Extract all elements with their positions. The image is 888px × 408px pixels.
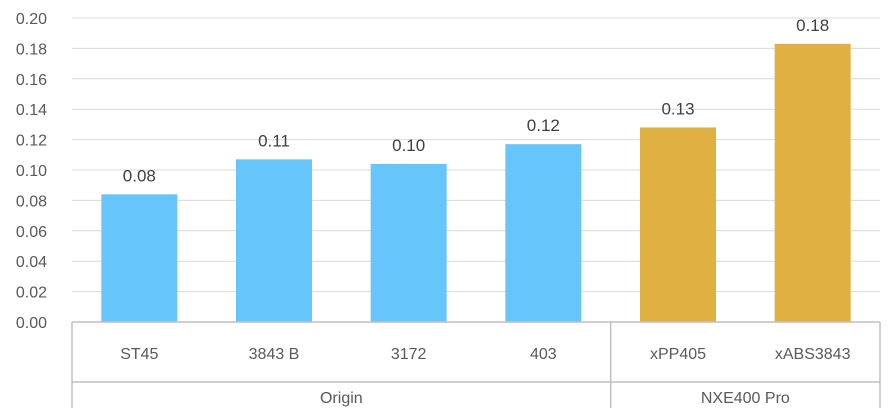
data-label: 0.13 — [661, 99, 694, 118]
y-tick-label: 0.18 — [16, 41, 47, 58]
x-category-label: 3843 B — [249, 346, 300, 363]
y-tick-label: 0.06 — [16, 224, 47, 241]
y-tick-label: 0.20 — [16, 11, 47, 28]
y-axis-ticks: 0.00 0.02 0.04 0.06 0.08 0.10 0.12 0.14 0.16 0.18… — [16, 11, 47, 332]
y-tick-label: 0.00 — [16, 315, 47, 332]
x-category-label: 403 — [530, 346, 557, 363]
y-tick-label: 0.08 — [16, 193, 47, 210]
y-tick-label: 0.12 — [16, 133, 47, 150]
y-tick-label: 0.04 — [16, 254, 47, 271]
bar — [236, 159, 312, 322]
group-label: Origin — [320, 390, 363, 407]
bar — [774, 43, 851, 323]
x-category-label: ST45 — [120, 346, 158, 363]
y-tick-label: 0.02 — [16, 285, 47, 302]
y-tick-label: 0.14 — [16, 102, 47, 119]
x-category-label: xPP405 — [650, 346, 706, 363]
data-label: 0.18 — [796, 16, 829, 35]
data-label: 0.11 — [258, 131, 290, 150]
y-tick-label: 0.16 — [16, 72, 47, 89]
gridlines — [72, 17, 880, 293]
x-category-label: xABS3843 — [775, 346, 851, 363]
x-category-label: 3172 — [391, 346, 427, 363]
bar — [505, 144, 582, 322]
bar — [370, 163, 447, 322]
y-tick-label: 0.10 — [16, 163, 47, 180]
data-label: 0.08 — [123, 166, 156, 185]
bars — [101, 43, 851, 323]
data-label: 0.12 — [527, 116, 560, 135]
x-axis: ST45 3843 B 3172 403 xPP405 xABS3843 Origin NXE… — [71, 321, 881, 408]
data-label: 0.10 — [392, 136, 425, 155]
bar — [640, 127, 716, 322]
data-labels: 0.08 0.11 0.10 0.12 0.13 0.18 — [123, 16, 829, 185]
bar — [101, 194, 178, 322]
group-label: NXE400 Pro — [701, 390, 790, 407]
